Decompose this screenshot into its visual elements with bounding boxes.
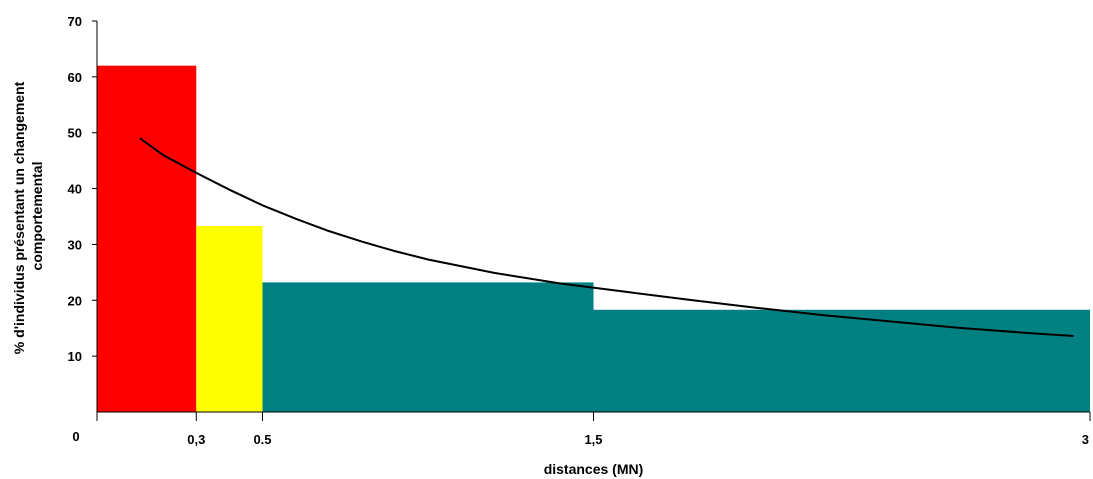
y-axis-title-line1: % d'individus présentant un changement	[11, 81, 27, 354]
bar-2	[262, 282, 594, 412]
y-tick-label: 70	[68, 14, 82, 29]
x-tick-label: 0.5	[253, 432, 271, 447]
trend-line	[139, 137, 1074, 337]
ticks-layer: 10 20 30 40 50 60 70 0,3 0.5 1,5 3	[68, 14, 1091, 447]
y-tick-label: 50	[68, 126, 82, 141]
x-tick-label: 0,3	[187, 432, 205, 447]
x-tick-label: 1,5	[584, 432, 602, 447]
y-tick-label: 60	[68, 70, 82, 85]
y-tick-label: 10	[68, 349, 82, 364]
x-axis-title: distances (MN)	[544, 461, 644, 477]
bar-3	[593, 309, 1090, 412]
x-tick-label: 3	[1082, 432, 1089, 447]
x-origin-label: 0	[72, 429, 79, 444]
trend-layer	[139, 137, 1074, 337]
y-tick-label: 40	[68, 182, 82, 197]
y-axis-title-line2: comportemental	[29, 162, 45, 271]
bars-layer	[97, 65, 1090, 412]
bar-1	[196, 225, 263, 412]
y-tick-label: 20	[68, 293, 82, 308]
y-axis-title: % d'individus présentant un changement c…	[11, 78, 45, 354]
y-tick-label: 30	[68, 237, 82, 252]
bar-0	[97, 65, 197, 412]
